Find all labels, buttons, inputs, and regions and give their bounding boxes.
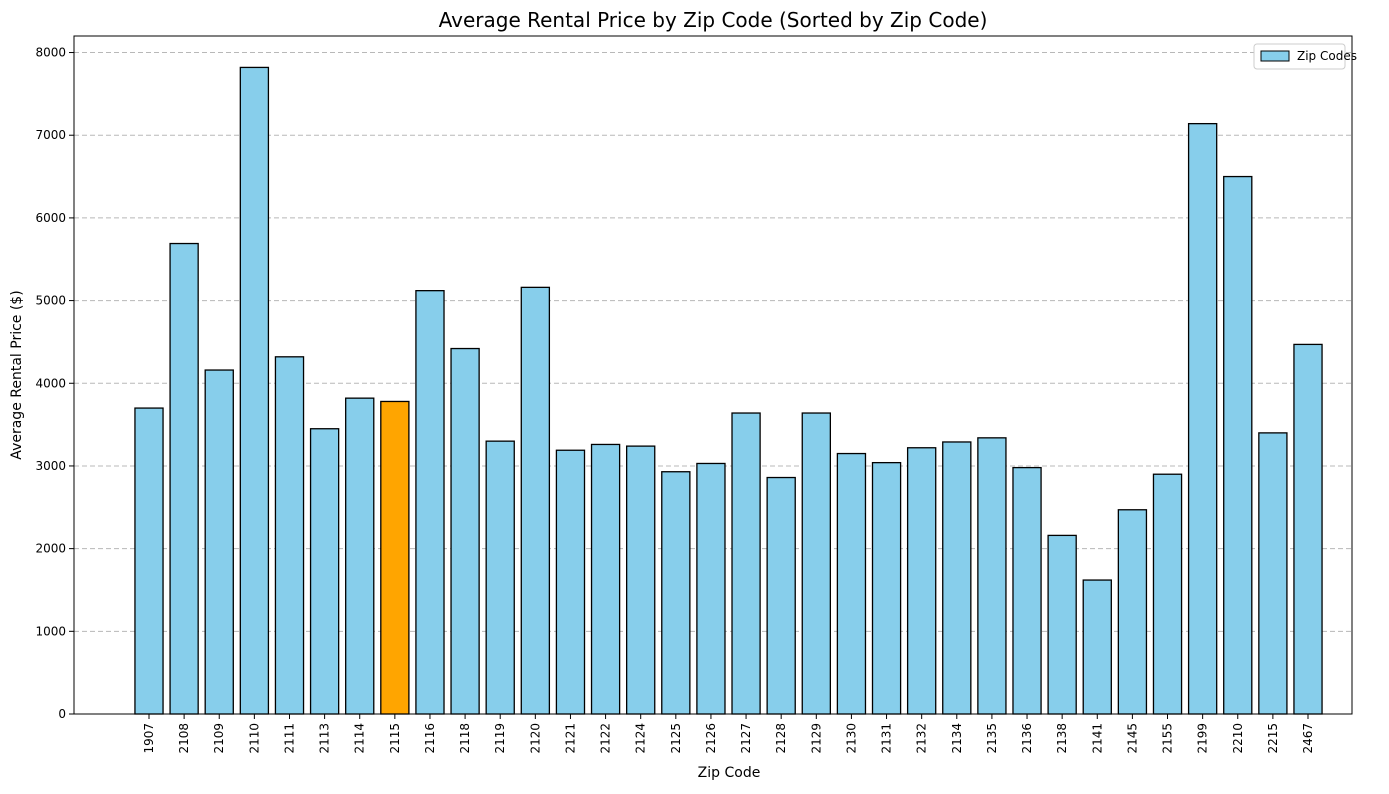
x-tick-label: 2134 [950, 723, 964, 754]
y-tick-label: 5000 [35, 294, 66, 308]
bars [134, 66, 1323, 715]
bar-2119 [485, 440, 515, 715]
x-tick-label: 2113 [318, 723, 332, 754]
y-tick-label: 0 [58, 707, 66, 721]
y-tick-label: 1000 [35, 624, 66, 638]
bar-2141 [1082, 579, 1112, 715]
legend-frame [1253, 43, 1346, 70]
bar-1907 [134, 407, 164, 715]
bar-2132 [906, 447, 937, 715]
x-tick-label: 2136 [1020, 723, 1034, 754]
bar-2129 [801, 412, 832, 715]
y-tick-label: 4000 [35, 376, 66, 390]
x-tick-label: 2135 [985, 723, 999, 754]
bar-2134 [942, 441, 972, 715]
x-tick-label: 2109 [212, 723, 226, 754]
x-tick-label: 2126 [704, 723, 718, 754]
x-tick-label: 2129 [809, 723, 823, 754]
x-tick-label: 2114 [353, 723, 367, 754]
bar-2115 [380, 400, 410, 715]
x-tick-label: 1907 [142, 723, 156, 754]
y-tick-label: 8000 [35, 46, 66, 60]
x-tick-label: 2467 [1301, 723, 1315, 754]
bar-2122 [590, 443, 621, 715]
y-tick-label: 2000 [35, 542, 66, 556]
y-tick-label: 6000 [35, 211, 66, 225]
bar-2118 [450, 347, 480, 715]
x-tick-label: 2132 [915, 723, 929, 754]
x-tick-label: 2115 [388, 723, 402, 754]
x-tick-label: 2138 [1055, 723, 1069, 754]
bar-2467 [1293, 343, 1323, 715]
bar-2114 [345, 397, 375, 715]
x-tick-label: 2116 [423, 723, 437, 754]
x-tick-label: 2122 [599, 723, 613, 754]
bar-2109 [204, 369, 234, 715]
x-tick-label: 2120 [528, 723, 542, 754]
x-tick-label: 2210 [1231, 723, 1245, 754]
bar-2215 [1258, 432, 1288, 715]
x-tick-label: 2118 [458, 723, 472, 754]
x-tick-label: 2215 [1266, 723, 1280, 754]
x-tick-label: 2124 [634, 723, 648, 754]
bar-2113 [309, 428, 340, 715]
bar-2111 [274, 356, 305, 715]
x-tick-label: 2108 [177, 723, 191, 754]
bar-2155 [1152, 473, 1183, 715]
bar-2136 [1012, 466, 1042, 715]
bar-2126 [696, 462, 726, 715]
x-tick-label: 2155 [1161, 723, 1175, 754]
bar-2116 [415, 290, 445, 715]
bar-2124 [626, 445, 656, 715]
bar-2138 [1047, 534, 1077, 715]
plot-frame [73, 35, 1353, 715]
bar-2199 [1187, 122, 1218, 715]
bar-2125 [661, 471, 691, 715]
bar-2135 [977, 437, 1007, 715]
bar-2128 [766, 476, 796, 715]
x-tick-label: 2110 [247, 723, 261, 754]
x-tick-label: 2111 [282, 723, 296, 754]
x-axis-ticks: 1907 2108 2109 2110 2111 2113 2114 2115 2116 2118… [142, 714, 1315, 754]
x-axis-label: Zip Code [698, 765, 761, 781]
legend-entry-zip-codes: Zip Codes [1297, 49, 1357, 63]
bar-2127 [731, 412, 761, 715]
bar-2210 [1223, 175, 1253, 715]
x-tick-label: 2128 [774, 723, 788, 754]
y-tick-label: 7000 [35, 128, 66, 142]
bar-2130 [836, 452, 867, 715]
x-tick-label: 2121 [563, 723, 577, 754]
x-tick-label: 2130 [844, 723, 858, 754]
legend-swatch [1260, 50, 1290, 62]
legend: Zip Codes [1253, 43, 1357, 70]
bar-2131 [871, 461, 902, 715]
x-tick-label: 2119 [493, 723, 507, 754]
chart-title: Average Rental Price by Zip Code (Sorted… [439, 8, 988, 32]
bar-2108 [169, 242, 199, 715]
x-tick-label: 2199 [1196, 723, 1210, 754]
bar-2121 [555, 449, 586, 715]
x-tick-label: 2125 [669, 723, 683, 754]
bar-2110 [239, 66, 270, 715]
y-axis-label: Average Rental Price ($) [9, 290, 25, 459]
y-tick-label: 3000 [35, 459, 66, 473]
x-tick-label: 2131 [880, 723, 894, 754]
bar-2145 [1117, 509, 1148, 715]
bar-2120 [520, 286, 551, 715]
x-tick-label: 2145 [1125, 723, 1139, 754]
y-axis-ticks: 0 1000 2000 3000 4000 5000 6000 7000 8000 [35, 46, 74, 721]
x-tick-label: 2141 [1090, 723, 1104, 754]
x-tick-label: 2127 [739, 723, 753, 754]
